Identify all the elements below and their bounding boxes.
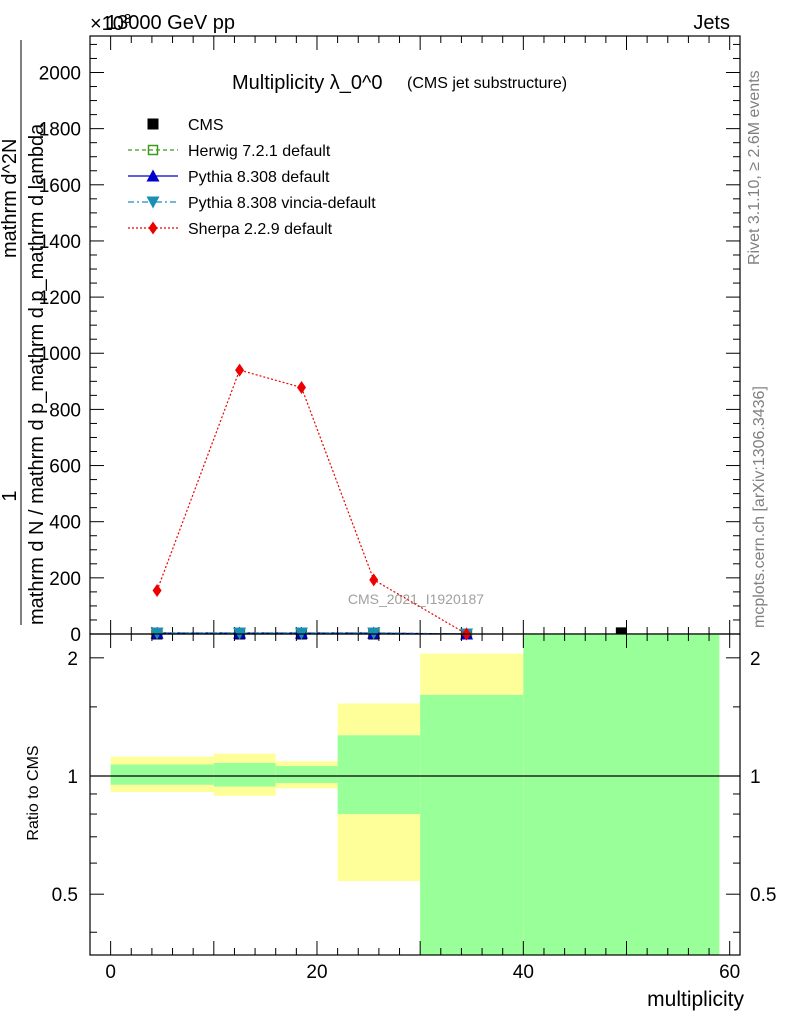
data-point <box>297 381 307 395</box>
ratio-inner-band <box>337 735 421 815</box>
y-tick-label: 1400 <box>39 232 81 253</box>
ratio-inner-band <box>523 634 720 955</box>
main-axis-ticks: 0 200 400 600 800 1000 1200 1400 1600 1800 2000 <box>39 36 740 646</box>
legend-marker <box>148 221 158 235</box>
ratio-panel: 0.5 0.51 12 20 20 40 60 Ratio to CMS multiplic… <box>25 633 776 1011</box>
y-tick-label: 1800 <box>39 120 81 141</box>
ratio-y-tick-label: 1 <box>67 767 78 788</box>
y-tick-label: 2000 <box>39 63 81 84</box>
y-tick-label: 1000 <box>39 344 81 365</box>
legend-marker <box>147 118 159 130</box>
ratio-inner-band <box>420 694 524 955</box>
ratio-inner-band <box>213 762 276 787</box>
series-4 <box>152 363 472 641</box>
header-process: Jets <box>693 12 730 34</box>
legend-entry: CMS <box>147 117 224 134</box>
legend-label: Pythia 8.308 vincia-default <box>188 195 376 212</box>
legend-label: Herwig 7.2.1 default <box>188 143 331 160</box>
legend: CMS Herwig 7.2.1 default Pythia 8.308 defa… <box>128 117 376 238</box>
header-energy: 13000 GeV pp <box>106 12 235 34</box>
series-line <box>156 369 467 635</box>
y-axis-label-one: 1 <box>0 490 21 501</box>
ratio-y-tick-label-right: 1 <box>750 767 761 788</box>
ratio-inner-band <box>275 766 338 783</box>
legend-label: Pythia 8.308 default <box>188 169 330 186</box>
legend-marker <box>146 196 160 209</box>
x-tick-label: 60 <box>719 962 740 983</box>
legend-label: Sherpa 2.2.9 default <box>188 221 333 238</box>
ratio-y-tick-label: 2 <box>67 649 78 670</box>
chart-subtitle: (CMS jet substructure) <box>407 75 567 92</box>
data-point <box>369 573 379 587</box>
ratio-inner-band <box>110 764 214 785</box>
ratio-axis-ticks: 0.5 0.51 12 20 20 40 60 <box>52 634 776 983</box>
legend-label: CMS <box>188 117 224 134</box>
data-point <box>235 363 245 377</box>
ratio-frame <box>89 633 741 956</box>
ratio-y-axis-label: Ratio to CMS <box>25 745 42 840</box>
x-tick-label: 0 <box>105 962 116 983</box>
main-panel: 0 200 400 600 800 1000 1200 1400 1600 1800 2000 CM… <box>0 35 741 646</box>
y-axis-label: 1 mathrm d N / mathrm d p_mathrm d p_mat… <box>0 40 48 625</box>
x-tick-label: 40 <box>513 962 534 983</box>
legend-entry: Pythia 8.308 vincia-default <box>128 195 376 212</box>
x-tick-label: 20 <box>306 962 327 983</box>
y-tick-label: 800 <box>49 400 81 421</box>
exponent-label: ×103 <box>90 11 131 35</box>
y-tick-label: 200 <box>49 569 81 590</box>
rivet-version-label: Rivet 3.1.10, ≥ 2.6M events <box>746 70 763 265</box>
data-point <box>615 627 627 639</box>
ratio-bands <box>110 634 720 955</box>
y-tick-label: 1200 <box>39 288 81 309</box>
legend-entry: Pythia 8.308 default <box>128 169 330 186</box>
data-point <box>152 583 162 597</box>
ratio-y-tick-label: 0.5 <box>52 885 78 906</box>
legend-entry: Herwig 7.2.1 default <box>128 143 331 160</box>
legend-marker <box>147 144 159 156</box>
y-tick-label: 1600 <box>39 176 81 197</box>
y-tick-label: 600 <box>49 457 81 478</box>
y-tick-label: 400 <box>49 513 81 534</box>
y-tick-label: 0 <box>70 625 81 646</box>
analysis-watermark: CMS_2021_I1920187 <box>348 591 484 607</box>
y-axis-label-numerator: mathrm d^2N <box>0 139 21 258</box>
mcplots-label: mcplots.cern.ch [arXiv:1306.3436] <box>751 386 768 628</box>
legend-marker <box>146 169 160 182</box>
ratio-y-tick-label-right: 0.5 <box>750 885 776 906</box>
ratio-y-tick-label-right: 2 <box>750 649 761 670</box>
y-axis-label-denominator: mathrm d N / mathrm d p_mathrm d p_mathr… <box>26 123 48 625</box>
chart-title: Multiplicity λ_0^0 <box>232 72 383 94</box>
x-axis-label: multiplicity <box>647 988 744 1011</box>
legend-entry: Sherpa 2.2.9 default <box>128 221 333 238</box>
